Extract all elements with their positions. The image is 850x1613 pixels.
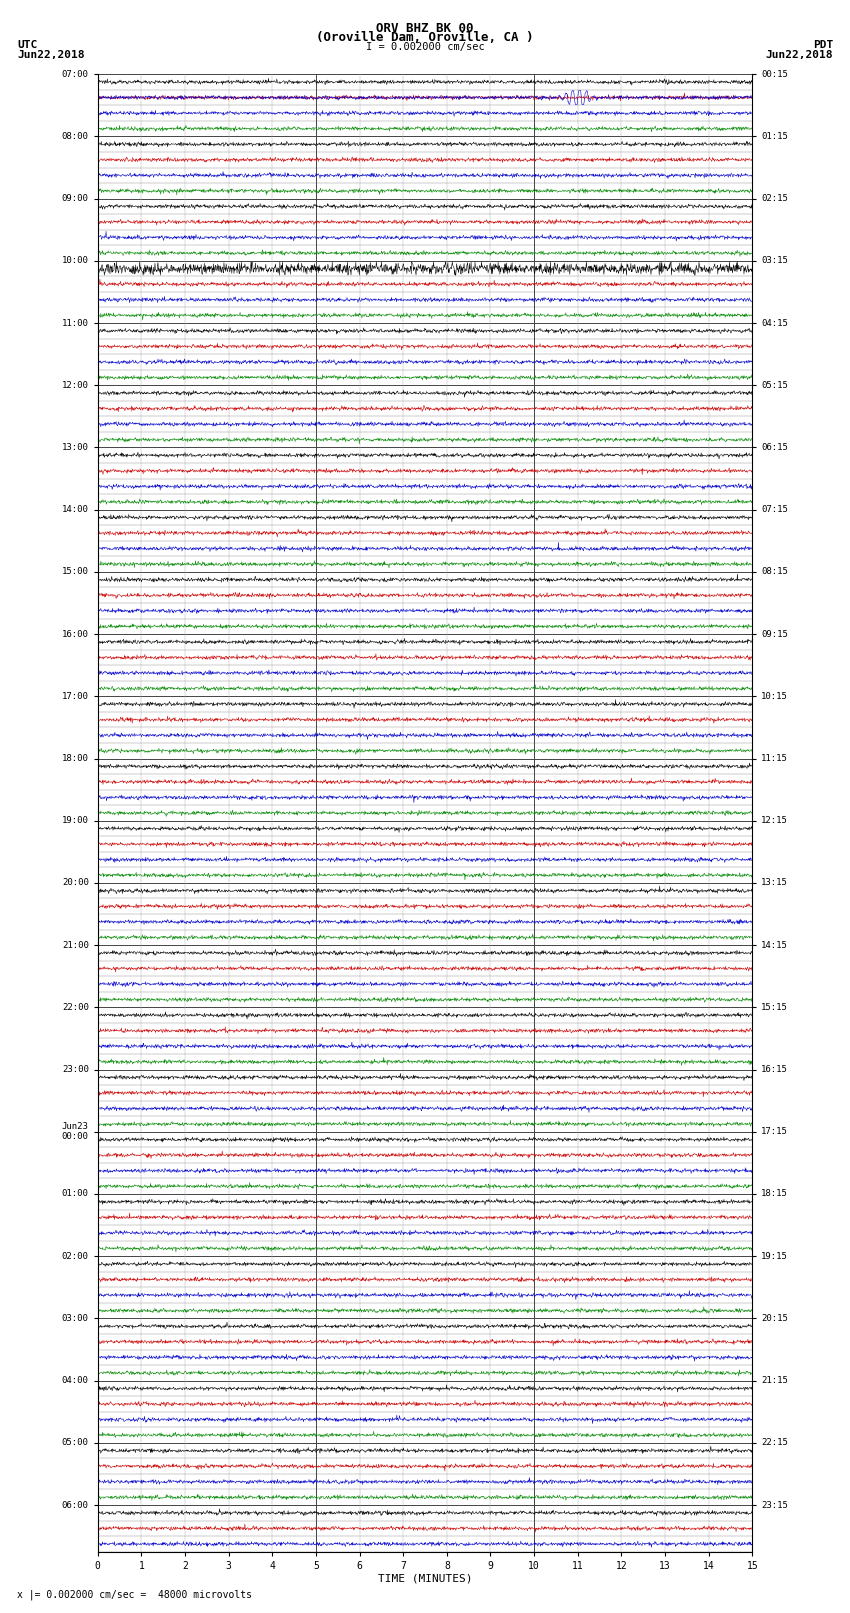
Text: (Oroville Dam, Oroville, CA ): (Oroville Dam, Oroville, CA ) — [316, 31, 534, 44]
Text: Jun22,2018: Jun22,2018 — [17, 50, 84, 60]
Text: x |= 0.002000 cm/sec =  48000 microvolts: x |= 0.002000 cm/sec = 48000 microvolts — [17, 1589, 252, 1600]
Text: I = 0.002000 cm/sec: I = 0.002000 cm/sec — [366, 42, 484, 52]
Text: ORV BHZ BK 00: ORV BHZ BK 00 — [377, 23, 473, 35]
Text: Jun22,2018: Jun22,2018 — [766, 50, 833, 60]
Text: UTC: UTC — [17, 40, 37, 50]
X-axis label: TIME (MINUTES): TIME (MINUTES) — [377, 1574, 473, 1584]
Text: PDT: PDT — [813, 40, 833, 50]
